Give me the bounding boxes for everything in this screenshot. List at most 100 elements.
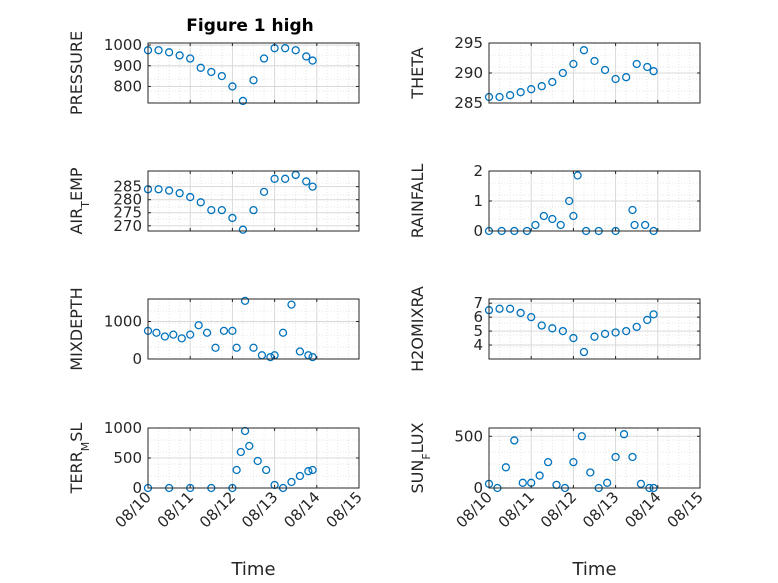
x-tick-label: 08/14 xyxy=(280,488,323,531)
y-tick-label: 285 xyxy=(113,178,142,196)
y-tick-label: 5 xyxy=(473,322,483,340)
data-point xyxy=(600,329,610,339)
y-axis-label: THETA xyxy=(408,47,427,99)
data-point xyxy=(603,478,612,487)
y-axis-label: SUNFLUX xyxy=(408,422,433,493)
data-point xyxy=(308,465,317,475)
y-tick-label: 285 xyxy=(454,94,483,112)
data-point xyxy=(287,300,296,309)
x-axis-label: Time xyxy=(571,559,616,580)
x-tick-label: 08/13 xyxy=(238,488,281,531)
data-point xyxy=(253,456,262,466)
data-point xyxy=(196,198,205,207)
y-tick-label: 0 xyxy=(132,350,142,368)
data-point xyxy=(228,82,237,91)
data-point xyxy=(236,447,245,457)
data-point xyxy=(245,441,254,451)
data-point xyxy=(249,343,258,352)
data-point xyxy=(194,321,203,330)
y-tick-label: 1 xyxy=(473,192,483,210)
data-point xyxy=(160,332,170,341)
figure-title: Figure 1 high xyxy=(186,16,314,36)
y-tick-label: 275 xyxy=(113,204,142,222)
axes-box xyxy=(147,42,360,104)
data-point xyxy=(295,347,305,356)
data-point xyxy=(516,88,525,97)
data-point xyxy=(628,205,637,215)
data-point xyxy=(207,205,216,215)
data-point xyxy=(219,326,229,336)
data-point xyxy=(558,326,567,336)
data-point xyxy=(640,220,650,230)
data-point xyxy=(302,177,311,186)
data-point xyxy=(266,352,275,362)
y-tick-label: 900 xyxy=(113,57,142,75)
data-point xyxy=(505,91,515,100)
x-tick-label: 08/12 xyxy=(537,488,580,531)
y-axis-label: TERRMSL xyxy=(67,423,92,495)
data-point xyxy=(548,214,557,224)
axes-box xyxy=(147,170,360,232)
data-point xyxy=(259,54,269,63)
y-tick-label: 1000 xyxy=(104,419,142,437)
data-point xyxy=(164,48,174,57)
data-point xyxy=(527,312,536,322)
data-point xyxy=(207,67,216,77)
data-point xyxy=(154,185,163,194)
data-point xyxy=(649,310,658,319)
y-axis-label: PRESSURE xyxy=(67,31,86,115)
data-point xyxy=(611,328,620,337)
data-point xyxy=(169,330,178,339)
data-point xyxy=(249,205,258,215)
data-point xyxy=(527,85,536,94)
data-point xyxy=(278,328,288,337)
y-tick-label: 0 xyxy=(132,479,142,497)
data-point xyxy=(537,82,546,91)
x-axis-label: Time xyxy=(230,559,275,580)
y-axis-label: RAINFALL xyxy=(408,164,427,239)
data-point xyxy=(164,186,174,195)
subplot-sun-flux: 050008/1008/1108/1208/1308/1408/15SUNFLU… xyxy=(408,422,707,580)
data-point xyxy=(518,478,527,487)
data-point xyxy=(577,432,586,441)
data-point xyxy=(632,59,641,69)
y-tick-label: 0 xyxy=(473,222,483,240)
data-point xyxy=(505,304,515,313)
data-point xyxy=(643,62,652,72)
data-point xyxy=(495,304,504,313)
data-point xyxy=(586,468,595,477)
data-point xyxy=(619,430,629,439)
data-point xyxy=(495,92,504,102)
data-point xyxy=(535,471,544,480)
data-point xyxy=(579,347,589,357)
x-tick-label: 08/15 xyxy=(323,488,366,531)
subplot-mixdepth: 0 1000 MIXDEPTH xyxy=(67,287,360,371)
subplot-terr-msl: 0500100008/1008/1108/1208/1308/1408/15TE… xyxy=(67,419,366,580)
data-point xyxy=(579,46,589,55)
data-point xyxy=(238,96,248,106)
subplot-rainfall: 0 1 2 RAINFALL xyxy=(408,162,701,240)
data-point xyxy=(569,333,578,343)
data-point xyxy=(558,68,567,78)
y-tick-label: 2 xyxy=(473,162,483,180)
subplot-theta: 285 290 295 THETA xyxy=(408,34,701,112)
x-tick-label: 08/13 xyxy=(579,488,622,531)
data-point xyxy=(569,457,578,467)
data-point xyxy=(510,436,519,445)
y-tick-label: 0 xyxy=(473,479,483,497)
data-point xyxy=(548,77,557,87)
data-point xyxy=(590,332,599,341)
y-tick-label: 280 xyxy=(113,191,142,209)
data-point xyxy=(628,452,637,462)
data-point xyxy=(259,187,269,197)
y-tick-label: 270 xyxy=(113,217,142,235)
y-tick-label: 295 xyxy=(454,34,483,52)
subplot-pressure: 800 900 1000 PRESSURE xyxy=(67,31,360,115)
y-tick-label: 1000 xyxy=(104,313,142,331)
data-point xyxy=(556,220,565,230)
data-point xyxy=(228,213,237,223)
data-point xyxy=(632,322,641,332)
